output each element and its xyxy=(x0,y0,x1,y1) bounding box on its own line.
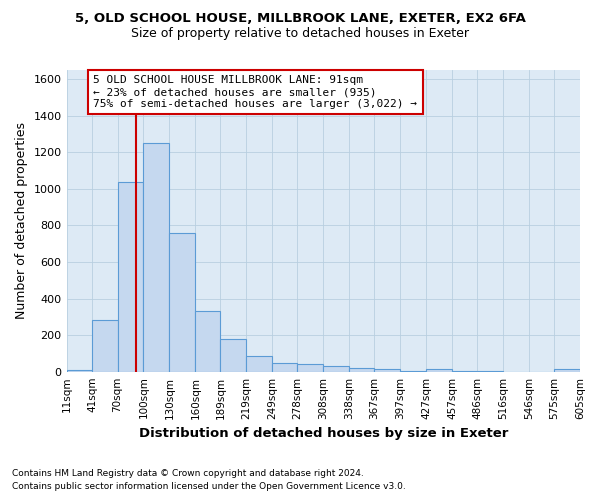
Bar xyxy=(67,370,92,372)
Bar xyxy=(196,312,220,372)
Bar xyxy=(323,366,349,372)
Text: Contains public sector information licensed under the Open Government Licence v3: Contains public sector information licen… xyxy=(12,482,406,491)
Bar xyxy=(92,320,118,372)
Text: 5 OLD SCHOOL HOUSE MILLBROOK LANE: 91sqm
← 23% of detached houses are smaller (9: 5 OLD SCHOOL HOUSE MILLBROOK LANE: 91sqm… xyxy=(94,76,418,108)
Bar xyxy=(400,371,426,372)
Bar xyxy=(452,371,477,372)
Bar xyxy=(169,232,196,372)
Bar xyxy=(426,369,452,372)
Bar xyxy=(477,371,503,372)
Y-axis label: Number of detached properties: Number of detached properties xyxy=(15,122,28,320)
Text: Contains HM Land Registry data © Crown copyright and database right 2024.: Contains HM Land Registry data © Crown c… xyxy=(12,468,364,477)
X-axis label: Distribution of detached houses by size in Exeter: Distribution of detached houses by size … xyxy=(139,427,508,440)
Bar xyxy=(118,182,143,372)
Bar xyxy=(272,362,298,372)
Text: 5, OLD SCHOOL HOUSE, MILLBROOK LANE, EXETER, EX2 6FA: 5, OLD SCHOOL HOUSE, MILLBROOK LANE, EXE… xyxy=(74,12,526,26)
Bar xyxy=(247,356,272,372)
Bar xyxy=(143,143,169,372)
Bar xyxy=(374,369,400,372)
Bar xyxy=(220,339,247,372)
Bar xyxy=(349,368,374,372)
Bar xyxy=(298,364,323,372)
Text: Size of property relative to detached houses in Exeter: Size of property relative to detached ho… xyxy=(131,28,469,40)
Bar xyxy=(554,369,580,372)
